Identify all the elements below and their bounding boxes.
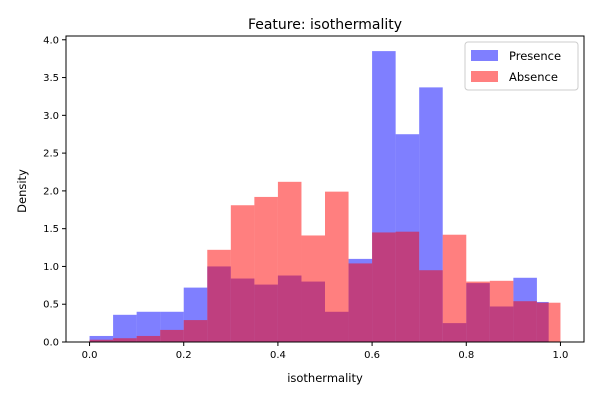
legend-swatch-absence	[471, 71, 498, 82]
absence-bar	[136, 335, 161, 342]
histogram-bars	[89, 51, 561, 343]
x-tick-label: 0.0	[82, 350, 98, 361]
presence-bar	[113, 314, 137, 342]
absence-bar	[325, 191, 349, 342]
absence-bar	[277, 181, 302, 342]
legend-label-absence: Absence	[509, 70, 558, 84]
y-tick-label: 3.0	[43, 111, 59, 122]
y-tick-label: 0.0	[43, 338, 59, 349]
x-tick-label: 0.6	[364, 350, 380, 361]
plot-area: 0.0 0.2 0.4 0.6 0.8 1.0 0.0 0.5 1.0 1.5 2.0 2.5 3.0…	[43, 35, 585, 361]
absence-bar	[489, 280, 514, 342]
absence-bar	[207, 249, 231, 342]
presence-bar	[136, 311, 161, 342]
legend-label-presence: Presence	[509, 49, 561, 63]
x-axis-ticks: 0.0 0.2 0.4 0.6 0.8 1.0	[82, 342, 569, 361]
y-axis-ticks: 0.0 0.5 1.0 1.5 2.0 2.5 3.0 3.5 4.0	[43, 35, 66, 349]
y-tick-label: 1.0	[43, 262, 59, 273]
absence-bar	[372, 232, 396, 342]
axes	[65, 35, 585, 343]
x-tick-label: 0.4	[270, 350, 286, 361]
absence-bar	[419, 270, 443, 342]
y-tick-label: 4.0	[43, 35, 59, 46]
absence-bar	[442, 234, 467, 342]
absence-bar	[301, 235, 325, 342]
legend: Presence Absence	[464, 41, 579, 91]
absence-bar	[230, 205, 255, 342]
absence-bar	[395, 231, 420, 342]
y-tick-label: 0.5	[43, 300, 59, 311]
x-tick-label: 1.0	[553, 350, 569, 361]
y-axis-label: Density	[15, 169, 29, 213]
x-tick-label: 0.8	[458, 350, 474, 361]
series-absence	[89, 181, 561, 342]
plot-frame	[65, 35, 585, 343]
absence-bar	[536, 302, 561, 342]
x-tick-label: 0.2	[176, 350, 192, 361]
chart-title: Feature: isothermality	[248, 17, 402, 33]
y-tick-label: 3.5	[43, 73, 59, 84]
absence-bar	[348, 263, 373, 342]
x-axis-label: isothermality	[287, 371, 363, 385]
absence-bar	[113, 338, 137, 342]
y-tick-label: 1.5	[43, 224, 59, 235]
absence-bar	[466, 281, 490, 342]
legend-swatch-presence	[471, 50, 498, 61]
y-tick-label: 2.0	[43, 186, 59, 197]
absence-bar	[513, 301, 537, 342]
absence-bar	[254, 196, 278, 342]
absence-bar	[89, 339, 114, 342]
presence-bar	[89, 335, 114, 342]
absence-bar	[160, 329, 184, 342]
y-tick-label: 2.5	[43, 149, 59, 160]
absence-bar	[183, 320, 208, 342]
